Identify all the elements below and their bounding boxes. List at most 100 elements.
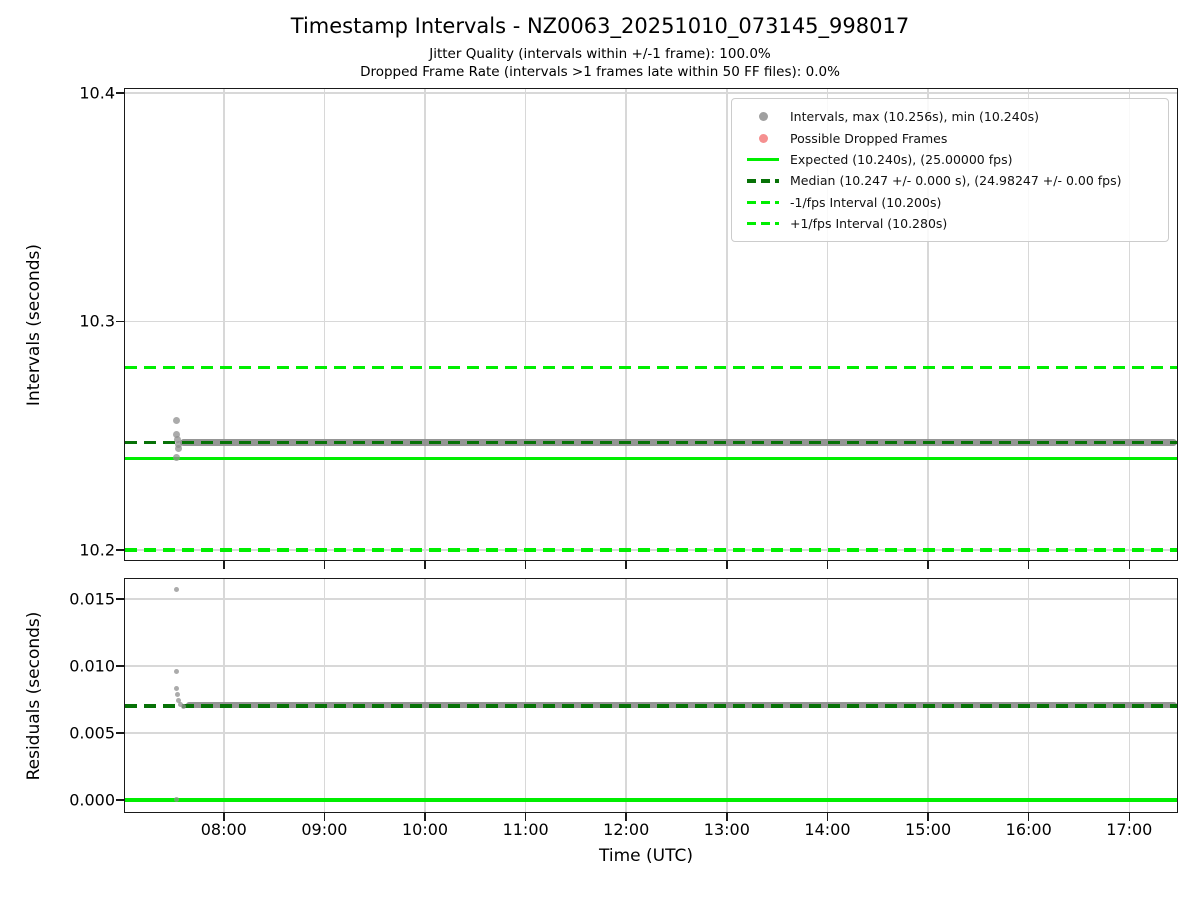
y-tick-mark — [116, 799, 124, 801]
subtitle-dropped-frame-rate: Dropped Frame Rate (intervals >1 frames … — [360, 64, 840, 80]
intervals-plot: Intervals, max (10.256s), min (10.240s) P… — [79, 83, 1178, 569]
x-gridline — [424, 579, 426, 812]
y-tick-label: 10.3 — [79, 311, 115, 331]
x-gridline — [625, 89, 627, 560]
x-tick-label: 12:00 — [603, 820, 650, 839]
y-gridline — [125, 598, 1177, 600]
x-gridline — [323, 89, 326, 560]
x-tick-mark — [323, 813, 326, 821]
y-tick-label: 0.015 — [69, 589, 115, 609]
y-gridline — [125, 92, 1177, 94]
legend-item-dropped-frames-label: Possible Dropped Frames — [790, 130, 948, 146]
legend-item-expected-swatch — [747, 157, 779, 162]
legend-item-dropped-frames: Possible Dropped Frames — [742, 127, 1160, 148]
x-tick-label: 09:00 — [301, 820, 348, 839]
median-residual-line — [125, 704, 1177, 708]
x-gridline — [524, 89, 527, 560]
residuals-plot: 08:00 09:00 10:00 11:00 12:00 13:00 14:00 15:00… — [69, 578, 1178, 839]
x-tick-label: 08:00 — [200, 820, 247, 839]
line-swatch-icon — [742, 200, 784, 204]
residuals-point — [174, 586, 179, 592]
zero-residual-line — [125, 798, 1177, 802]
x-tick-mark — [625, 813, 628, 821]
x-tick-mark — [726, 561, 728, 569]
x-gridline — [1027, 89, 1030, 560]
x-gridline — [524, 579, 527, 812]
x-tick-label: 16:00 — [1005, 820, 1052, 839]
intervals-point — [173, 453, 180, 461]
y-tick-mark — [116, 549, 124, 551]
legend-item-median-label: Median (10.247 +/- 0.000 s), (24.98247 +… — [790, 173, 1122, 189]
x-tick-mark — [1027, 813, 1030, 821]
legend-item-intervals: Intervals, max (10.256s), min (10.240s) — [742, 106, 1160, 127]
x-tick-mark — [524, 813, 527, 821]
y-tick-mark — [116, 320, 124, 323]
y-tick-label: 0.005 — [69, 723, 115, 743]
x-tick-label: 17:00 — [1106, 820, 1153, 839]
x-gridline — [927, 89, 929, 560]
y-axis-label-residuals: Residuals (seconds) — [24, 611, 44, 781]
y-tick-label: 0.000 — [69, 790, 115, 810]
y-tick-mark — [116, 92, 124, 94]
legend-item-plus-1fps: +1/fps Interval (10.280s) — [742, 213, 1160, 234]
x-tick-mark — [625, 561, 628, 569]
legend-item-plus-1fps-label: +1/fps Interval (10.280s) — [790, 216, 948, 232]
chart-title: Timestamp Intervals - NZ0063_20251010_07… — [290, 14, 910, 38]
x-axis-label: Time (UTC) — [599, 846, 693, 866]
intervals-point — [173, 417, 180, 425]
x-gridline — [223, 579, 225, 812]
marker-dot-icon — [742, 133, 784, 143]
y-gridline — [125, 732, 1177, 734]
intervals-point — [173, 431, 180, 439]
median-line — [125, 440, 1177, 445]
line-swatch-icon — [742, 221, 784, 226]
y-tick-label: 0.010 — [69, 656, 115, 676]
y-tick-label: 10.4 — [79, 83, 115, 103]
x-gridline — [1027, 579, 1030, 812]
legend-item-median-swatch — [747, 179, 779, 183]
legend-item-intervals-label: Intervals, max (10.256s), min (10.240s) — [790, 109, 1040, 125]
legend-item-median: Median (10.247 +/- 0.000 s), (24.98247 +… — [742, 170, 1160, 191]
intervals-point — [173, 435, 181, 443]
subtitle-jitter-quality: Jitter Quality (intervals within +/-1 fr… — [429, 46, 771, 62]
residuals-point — [174, 686, 179, 692]
legend-item-minus-1fps-label: -1/fps Interval (10.200s) — [790, 194, 942, 210]
legend-item-minus-1fps: -1/fps Interval (10.200s) — [742, 192, 1160, 213]
y-tick-mark — [116, 598, 124, 600]
x-gridline — [1128, 89, 1131, 560]
x-tick-mark — [223, 561, 225, 569]
y-gridline — [125, 320, 1177, 323]
x-tick-mark — [1027, 561, 1030, 569]
line-swatch-icon — [742, 157, 784, 162]
y-axis-label-intervals: Intervals (seconds) — [24, 243, 44, 407]
y-tick-mark — [116, 665, 124, 667]
x-tick-mark — [826, 561, 829, 569]
x-tick-mark — [223, 813, 225, 821]
expected-line — [125, 456, 1177, 461]
x-gridline — [726, 89, 728, 560]
residuals-point — [178, 702, 184, 708]
x-tick-mark — [826, 813, 829, 821]
residuals-point — [176, 698, 182, 704]
x-gridline — [424, 89, 426, 560]
legend-item-dropped-frames-marker — [758, 133, 768, 143]
x-gridline — [223, 89, 225, 560]
x-tick-mark — [323, 561, 326, 569]
residuals-point — [181, 704, 187, 710]
y-gridline — [125, 665, 1177, 667]
x-gridline — [826, 89, 829, 560]
legend: Intervals, max (10.256s), min (10.240s) P… — [731, 98, 1169, 243]
plus-1fps-line — [125, 365, 1177, 369]
residuals-point — [174, 668, 179, 674]
x-tick-mark — [524, 561, 527, 569]
legend-item-plus-1fps-swatch — [747, 221, 779, 226]
x-tick-label: 15:00 — [905, 820, 952, 839]
x-tick-label: 10:00 — [401, 820, 449, 839]
minus-1fps-line — [125, 548, 1177, 552]
x-tick-mark — [424, 813, 426, 821]
x-gridline — [726, 579, 728, 812]
x-tick-label: 14:00 — [804, 820, 851, 839]
x-tick-label: 13:00 — [703, 820, 750, 839]
residuals-point — [174, 797, 179, 803]
